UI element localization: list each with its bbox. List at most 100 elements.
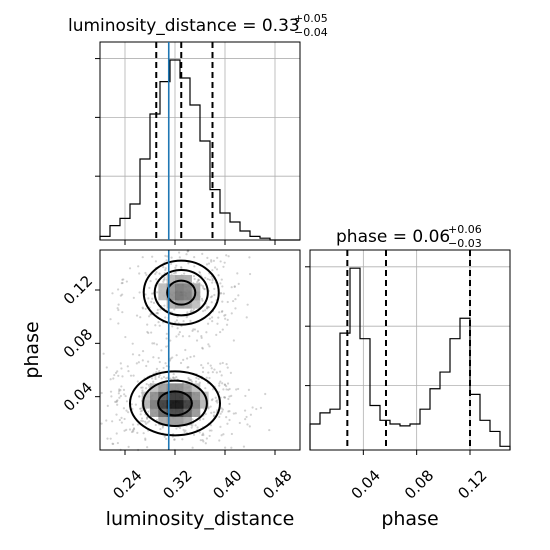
scatter-point: [233, 285, 236, 288]
scatter-point: [197, 278, 200, 282]
scatter-point: [172, 372, 175, 376]
scatter-point: [182, 428, 185, 432]
joint-density-panel: 0.24 0.32 0.40 0.48 0.04 0.08 0.12: [60, 249, 301, 503]
scatter-point: [209, 364, 212, 367]
scatter-point: [228, 410, 231, 413]
scatter-point: [145, 417, 149, 420]
scatter-point: [221, 408, 224, 411]
scatter-point: [147, 331, 150, 335]
scatter-point: [144, 271, 147, 275]
luminosity-distance-title-minus: −0.04: [294, 26, 328, 39]
scatter-point: [141, 386, 144, 389]
scatter-point: [139, 410, 142, 413]
scatter-point: [186, 366, 189, 369]
density-cell: [158, 383, 167, 392]
scatter-point: [132, 427, 136, 430]
scatter-point: [225, 363, 228, 366]
scatter-point: [218, 370, 222, 373]
scatter-point: [246, 303, 249, 306]
scatter-point: [223, 396, 226, 399]
scatter-point: [155, 371, 158, 374]
scatter-point: [221, 328, 224, 331]
scatter-point: [211, 320, 214, 323]
scatter-point: [210, 367, 213, 370]
scatter-point: [202, 286, 205, 290]
scatter-point: [138, 291, 141, 294]
scatter-point: [141, 350, 145, 353]
scatter-point: [221, 300, 224, 303]
scatter-point: [211, 388, 215, 391]
scatter-point: [144, 293, 147, 296]
scatter-point: [123, 393, 126, 396]
scatter-point: [132, 374, 135, 377]
scatter-point: [180, 266, 183, 269]
scatter-point: [196, 426, 199, 429]
scatter-point: [166, 255, 169, 258]
scatter-point: [225, 385, 228, 388]
scatter-point: [109, 437, 112, 440]
scatter-point: [223, 383, 227, 386]
scatter-point: [193, 256, 196, 259]
scatter-point: [155, 312, 158, 315]
scatter-point: [205, 263, 209, 266]
scatter-point: [194, 380, 198, 383]
scatter-point: [206, 322, 210, 325]
scatter-point: [173, 308, 176, 311]
scatter-point: [175, 354, 178, 357]
scatter-point: [229, 371, 233, 375]
density-cell: [158, 400, 167, 409]
scatter-point: [189, 310, 192, 314]
density-cell: [150, 391, 159, 401]
scatter-point: [210, 429, 213, 432]
scatter-point: [175, 427, 178, 430]
scatter-point: [144, 422, 148, 425]
scatter-point: [118, 418, 121, 422]
scatter-point: [223, 396, 226, 399]
scatter-point: [183, 272, 186, 275]
scatter-point: [115, 413, 118, 416]
contour-line: [129, 370, 221, 437]
scatter-point: [183, 430, 186, 433]
scatter-point: [191, 446, 194, 449]
scatter-point: [172, 376, 175, 379]
scatter-point: [210, 411, 213, 414]
scatter-point: [119, 362, 122, 365]
contour-line: [157, 390, 193, 417]
scatter-point: [210, 301, 213, 304]
scatter-point: [211, 371, 214, 374]
scatter-point: [148, 286, 151, 290]
scatter-point: [196, 330, 200, 333]
scatter-point: [182, 358, 185, 361]
scatter-point: [139, 407, 142, 410]
scatter-point: [209, 405, 212, 408]
scatter-point: [212, 259, 215, 262]
scatter-point: [175, 335, 178, 338]
scatter-point: [245, 316, 248, 319]
scatter-point: [193, 328, 197, 331]
scatter-point: [181, 335, 185, 338]
scatter-point: [178, 251, 181, 254]
scatter-point: [204, 387, 207, 390]
scatter-point: [118, 396, 121, 399]
scatter-point: [102, 352, 105, 355]
scatter-point: [136, 423, 140, 426]
phase-title-plus: +0.06: [448, 223, 482, 236]
scatter-point: [207, 306, 210, 309]
scatter-point: [120, 282, 123, 285]
scatter-point: [223, 396, 226, 399]
scatter-point: [154, 375, 157, 378]
scatter-point: [139, 316, 142, 319]
scatter-point: [155, 367, 159, 370]
scatter-point: [121, 311, 124, 314]
scatter-point: [144, 387, 148, 390]
scatter-point: [146, 421, 149, 424]
scatter-point: [221, 382, 224, 385]
scatter-point: [165, 259, 168, 262]
scatter-point: [148, 315, 151, 318]
scatter-point: [189, 310, 193, 313]
scatter-point: [144, 437, 147, 440]
scatter-point: [187, 249, 190, 253]
scatter-point: [193, 277, 196, 281]
scatter-point: [117, 308, 120, 312]
scatter-point: [219, 330, 222, 334]
